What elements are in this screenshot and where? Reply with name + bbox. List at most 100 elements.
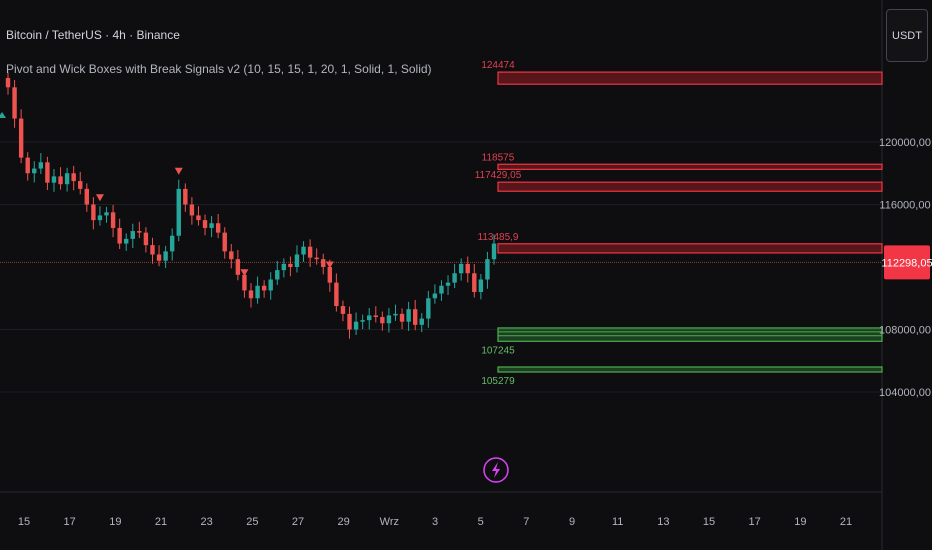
candle <box>150 237 155 264</box>
candle-body <box>281 263 287 271</box>
candle-body <box>229 251 234 260</box>
candle <box>353 312 359 335</box>
candle-body <box>406 309 411 322</box>
time-tick-label: 17 <box>749 516 761 528</box>
candle <box>472 264 477 298</box>
candle <box>380 311 385 331</box>
box-label: 105279 <box>481 376 515 387</box>
candle <box>97 206 103 226</box>
candle <box>176 179 181 242</box>
candle <box>412 299 418 331</box>
candle <box>426 290 431 328</box>
box-rect <box>497 181 883 192</box>
down-signal-marker <box>174 167 183 175</box>
candle <box>406 301 411 331</box>
candle-body <box>97 215 103 221</box>
candle <box>222 227 227 259</box>
candle <box>130 223 135 249</box>
box-label: 107245 <box>481 345 515 356</box>
symbol-title: Bitcoin / TetherUS · 4h · Binance <box>6 28 180 42</box>
candle <box>478 274 484 300</box>
last-price-badge <box>884 245 930 280</box>
time-tick-label: 11 <box>612 516 623 528</box>
candle-body <box>176 188 181 236</box>
candle <box>321 253 326 275</box>
candle-body <box>209 223 214 228</box>
candle-body <box>58 176 63 185</box>
candle-body <box>275 270 280 280</box>
candle <box>202 214 208 236</box>
candle-body <box>84 188 90 205</box>
candle <box>189 197 195 225</box>
candle <box>45 156 50 190</box>
resistance-box: 118575 <box>482 152 883 170</box>
resistance-box: 124474 <box>481 60 883 85</box>
candle-body <box>18 118 24 158</box>
candle <box>255 276 260 304</box>
price-tick-label: 108000,00 <box>879 325 931 337</box>
candle <box>229 244 234 269</box>
candle-body <box>393 313 398 316</box>
candle-body <box>71 173 76 182</box>
box-label: 113485,9 <box>478 232 519 243</box>
time-tick-label: 29 <box>338 516 350 528</box>
candle-body <box>248 290 254 299</box>
candle <box>439 280 444 301</box>
candle-body <box>130 231 135 239</box>
candle-body <box>373 315 378 317</box>
candle-body <box>386 315 392 324</box>
candle <box>294 245 300 273</box>
candle-body <box>452 273 457 283</box>
time-tick-label: 23 <box>201 516 213 528</box>
candle-body <box>25 157 30 174</box>
resistance-box: 113485,9 <box>478 232 883 254</box>
time-tick-label: 25 <box>246 516 258 528</box>
time-tick-label: 15 <box>18 516 30 528</box>
candle-body <box>360 320 365 322</box>
price-tick-label: 104000,00 <box>879 387 931 399</box>
candle-body <box>78 181 83 189</box>
candle <box>143 227 149 253</box>
candle <box>209 215 214 238</box>
candle <box>347 306 352 339</box>
candle <box>163 245 168 269</box>
last-price-label: 112298,05 <box>881 257 932 269</box>
candle <box>393 304 398 321</box>
candle-body <box>478 279 484 292</box>
candle <box>32 161 37 183</box>
candle <box>458 258 464 281</box>
time-tick-label: 21 <box>155 516 167 528</box>
support-box: 107245 <box>481 327 883 356</box>
down-signal-marker <box>95 194 104 202</box>
candle-body <box>202 220 208 228</box>
candle <box>465 256 470 283</box>
time-axis[interactable]: 15 17 19 21 23 25 27 29 Wrz 3 5 7 9 11 13 15 17 19 21 <box>18 516 852 528</box>
indicator-title[interactable]: Pivot and Wick Boxes with Break Signals … <box>6 62 432 76</box>
candle <box>78 171 83 195</box>
time-tick-label: 13 <box>657 516 669 528</box>
candle-body <box>340 306 346 314</box>
candle-body <box>439 285 444 294</box>
candle-body <box>334 282 339 307</box>
box-rect <box>497 71 883 85</box>
candle-body <box>117 227 122 244</box>
candle-body <box>445 282 451 286</box>
time-tick-label: 19 <box>109 516 121 528</box>
candle <box>452 264 457 289</box>
time-tick-label: 19 <box>794 516 806 528</box>
candle <box>491 234 497 265</box>
time-tick-label: 5 <box>478 516 484 528</box>
box-label: 117429,05 <box>475 170 522 181</box>
price-axis[interactable]: 120000,00 116000,00 108000,00 104000,00 1122… <box>879 137 932 399</box>
box-rect <box>497 327 883 342</box>
down-signal-marker <box>240 269 249 277</box>
time-tick-label: 9 <box>569 516 575 528</box>
candlestick-series <box>0 72 497 339</box>
candle-body <box>215 223 221 233</box>
candle <box>84 183 90 212</box>
candle-body <box>255 285 260 299</box>
candle-body <box>465 263 470 274</box>
candle-body <box>104 212 109 216</box>
currency-button[interactable]: USDT <box>886 9 928 62</box>
